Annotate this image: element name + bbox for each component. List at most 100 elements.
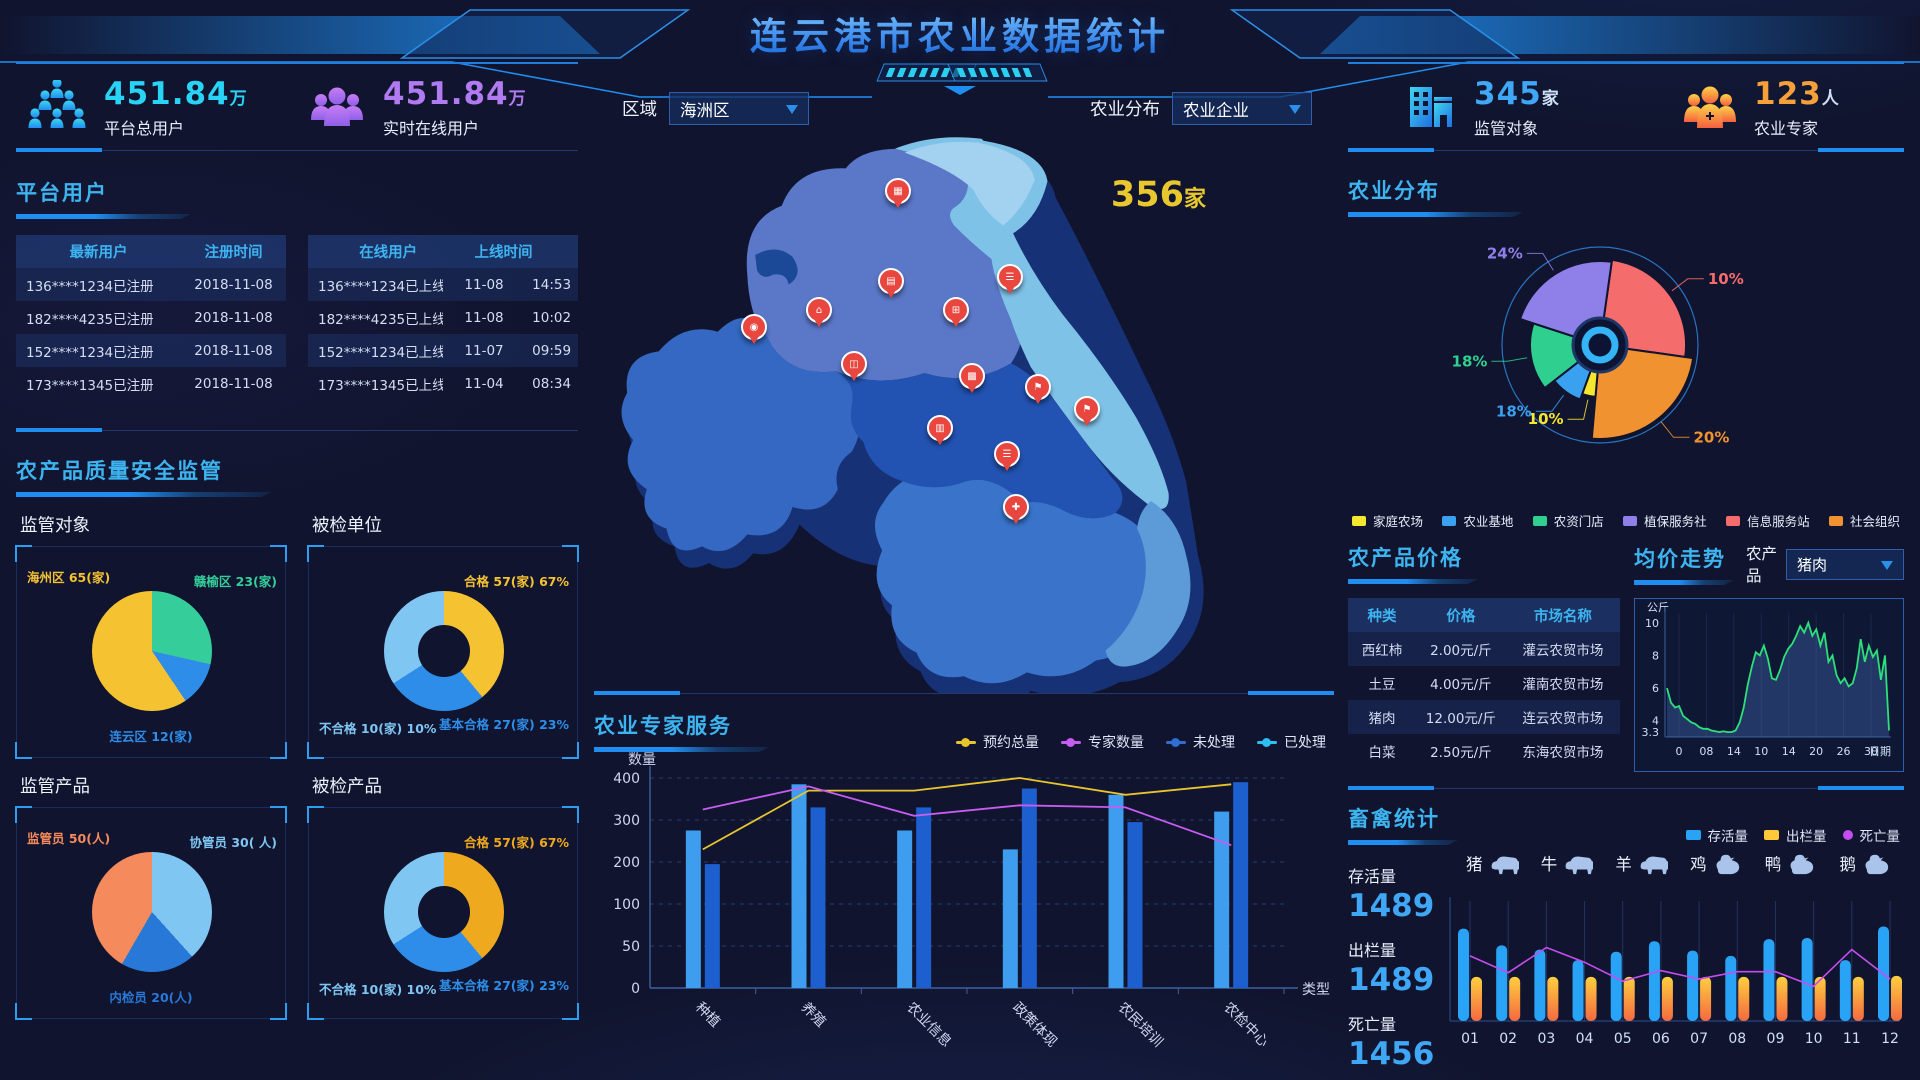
- legend-item[interactable]: 未处理: [1166, 732, 1235, 752]
- bar-slaughter[interactable]: [1547, 976, 1559, 1021]
- map-pin[interactable]: ☰: [997, 264, 1023, 290]
- map-pin[interactable]: ⚑: [1074, 396, 1100, 422]
- legend-item[interactable]: 出栏量: [1764, 825, 1827, 845]
- cell: 173****1345已注册: [26, 377, 154, 394]
- product-select[interactable]: 猪肉: [1786, 548, 1904, 580]
- bar[interactable]: [1021, 788, 1037, 989]
- bar-survival[interactable]: [1610, 951, 1622, 1021]
- table-row: 白菜 2.50元/斤 东海农贸市场: [1348, 734, 1620, 768]
- map-pin[interactable]: ✚: [1003, 494, 1029, 520]
- legend-item[interactable]: 社会组织: [1828, 511, 1900, 530]
- legend-item[interactable]: 专家数量: [1061, 732, 1144, 752]
- bar[interactable]: [810, 807, 826, 988]
- bar[interactable]: [704, 864, 720, 988]
- bar-survival[interactable]: [1725, 955, 1737, 1021]
- map-pin[interactable]: ⚑: [1025, 374, 1051, 400]
- bar-slaughter[interactable]: [1661, 976, 1673, 1021]
- map-region-coast-north[interactable]: [904, 141, 1035, 226]
- donut-chart[interactable]: [384, 852, 504, 972]
- bar-slaughter[interactable]: [1471, 976, 1482, 1021]
- pie-chart[interactable]: [92, 852, 212, 972]
- legend-item[interactable]: 农业基地: [1442, 511, 1513, 530]
- map-region-southeast-coast[interactable]: [1105, 501, 1191, 667]
- map-pin[interactable]: ☰: [994, 441, 1020, 467]
- map-pin[interactable]: ◉: [741, 314, 767, 340]
- bar[interactable]: [897, 830, 913, 989]
- bar-survival[interactable]: [1801, 938, 1813, 1021]
- slice-label: 合格 57(家) 67%: [464, 574, 569, 589]
- donut-chart[interactable]: [384, 591, 504, 711]
- bar-survival[interactable]: [1496, 945, 1508, 1021]
- map-region-west[interactable]: [621, 318, 860, 552]
- region-control: 区域 海洲区: [622, 92, 809, 125]
- map-pin[interactable]: ▦: [885, 178, 911, 204]
- legend-swatch: [1623, 515, 1638, 526]
- cell: 136****1234已注册: [26, 278, 154, 295]
- bar-survival[interactable]: [1572, 960, 1584, 1021]
- distribution-select[interactable]: 农业企业: [1172, 92, 1312, 125]
- bar[interactable]: [791, 784, 807, 988]
- map-pin[interactable]: ▥: [927, 415, 953, 441]
- animal-name: 鸡: [1690, 855, 1707, 874]
- stat-label: 农业专家: [1754, 118, 1819, 138]
- map-pin[interactable]: ▩: [959, 363, 985, 389]
- bar[interactable]: [1214, 811, 1230, 988]
- legend-item[interactable]: 信息服务站: [1726, 511, 1810, 530]
- section-title-prices: 农产品价格: [1348, 546, 1463, 570]
- legend-item[interactable]: 死亡量: [1842, 825, 1900, 845]
- bar-survival[interactable]: [1687, 950, 1699, 1021]
- bar[interactable]: [916, 807, 932, 988]
- bar[interactable]: [1002, 849, 1018, 988]
- bar-survival[interactable]: [1839, 960, 1851, 1021]
- bar-slaughter[interactable]: [1814, 976, 1826, 1021]
- legend-item[interactable]: 家庭农场: [1352, 511, 1423, 530]
- map-pin[interactable]: ▤: [878, 268, 904, 294]
- legend-swatch: [1442, 515, 1457, 526]
- legend-item[interactable]: 植保服务社: [1623, 511, 1707, 530]
- legend-item[interactable]: 已处理: [1257, 732, 1326, 752]
- rose-slice[interactable]: [1590, 343, 1695, 440]
- month-label: 06: [1652, 1031, 1670, 1047]
- bar-survival[interactable]: [1763, 939, 1775, 1021]
- legend-item[interactable]: 预约总量: [956, 732, 1039, 752]
- svg-text:100: 100: [613, 897, 640, 913]
- livestock-animals: 猪牛羊鸡鸭鹅: [1448, 851, 1904, 875]
- bar-slaughter[interactable]: [1891, 975, 1902, 1021]
- bar-slaughter[interactable]: [1700, 976, 1712, 1021]
- bar[interactable]: [1127, 822, 1143, 988]
- month-label: 03: [1537, 1031, 1555, 1047]
- legend-item[interactable]: 农资门店: [1532, 511, 1604, 530]
- column-header: 最新用户: [69, 245, 128, 261]
- legend-item[interactable]: 存活量: [1685, 825, 1748, 845]
- map-pin[interactable]: ◫: [841, 351, 867, 377]
- bar-survival[interactable]: [1458, 928, 1469, 1021]
- map-pin[interactable]: ⌂: [806, 297, 832, 323]
- bar[interactable]: [685, 830, 701, 989]
- map-region-south[interactable]: [874, 479, 1167, 684]
- bar[interactable]: [1233, 782, 1249, 988]
- region-select[interactable]: 海洲区: [669, 92, 809, 125]
- map-region-central[interactable]: [835, 363, 1123, 519]
- bar-slaughter[interactable]: [1623, 976, 1635, 1021]
- svg-text:14: 14: [1782, 745, 1796, 758]
- bar-survival[interactable]: [1534, 949, 1546, 1021]
- x-axis-label: 农业信息: [903, 999, 955, 1051]
- product-control: 农产品 猪肉: [1746, 542, 1904, 586]
- slice-label: 合格 57(家) 67%: [464, 835, 569, 850]
- bar[interactable]: [1108, 794, 1124, 988]
- bar-slaughter[interactable]: [1585, 976, 1597, 1021]
- goose-icon: [1865, 854, 1889, 875]
- bar-slaughter[interactable]: [1738, 976, 1750, 1021]
- legend-swatch: [1532, 515, 1547, 526]
- livestock-stats: 存活量 1489 出栏量 1489 死亡量 1456: [1348, 863, 1442, 1080]
- pie-chart[interactable]: [92, 591, 212, 711]
- cell: 白菜: [1368, 745, 1396, 761]
- bar-slaughter[interactable]: [1509, 976, 1521, 1021]
- frame-corner: [562, 742, 579, 759]
- map-region-coast[interactable]: [894, 137, 1169, 509]
- map-pin[interactable]: ⊞: [943, 297, 969, 323]
- bar-survival[interactable]: [1648, 941, 1660, 1021]
- table-header: 最新用户 注册时间: [16, 235, 286, 268]
- bar-slaughter[interactable]: [1776, 976, 1788, 1021]
- bar-slaughter[interactable]: [1852, 976, 1864, 1021]
